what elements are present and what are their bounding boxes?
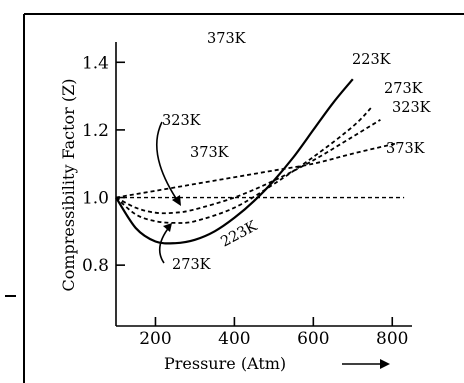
annotation-223k-mid: 223K [218,218,261,251]
annotation-323k-left: 323K [162,113,202,129]
pointer-arrow-323k [156,121,181,206]
x-tick-label-600: 600 [297,329,329,349]
y-tick-label-1.4: 1.4 [82,53,109,73]
x-tick-label-800: 800 [376,329,408,349]
y-tick-label-0.8: 0.8 [82,256,109,276]
y-tick-label-1.2: 1.2 [82,121,109,141]
ticks [116,61,394,326]
x-axis-label: Pressure (Atm) [164,354,286,373]
annotation-top-373k: 373K [207,31,247,47]
annotation-273k-end: 273K [384,81,424,97]
annotation-223k-end: 223K [352,52,392,68]
series-line-273k [115,105,374,224]
x-axis-label-arrow [342,359,390,369]
x-tick-label-400: 400 [218,329,250,349]
y-axis-label: Compressibility Factor (Z) [59,78,78,291]
annotation-373k-left: 373K [190,145,230,161]
tick-labels: 200 400 600 800 0.8 1.0 1.2 1.4 [82,53,409,349]
annotation-373k-end: 373K [386,141,426,157]
y-tick-label-1: 1.0 [82,189,109,209]
annotation-323k-end: 323K [392,100,432,116]
series-line-323k [115,119,381,215]
series-line-223k [115,78,354,245]
series-line-373k [115,142,397,199]
series-layer [115,78,405,245]
x-tick-label-200: 200 [139,329,171,349]
pointer-arrow-273k [159,223,172,264]
annotation-273k-bottom: 273K [172,257,212,273]
